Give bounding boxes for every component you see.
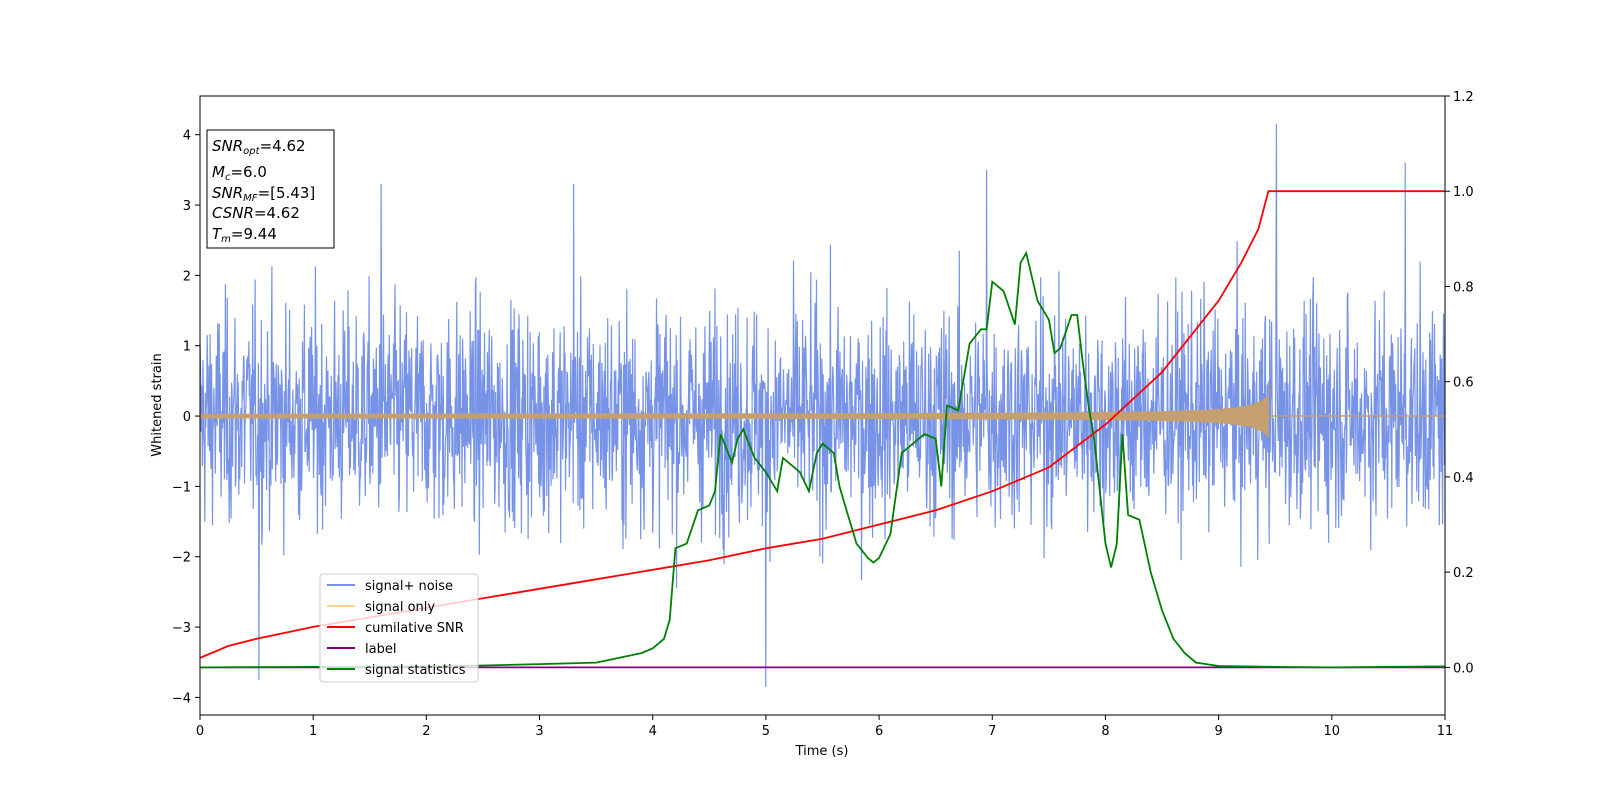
x-tick-label: 9 [1214,724,1222,739]
y-tick-label: −3 [172,621,191,636]
y-tick-label: −1 [172,480,191,495]
legend-frame [319,573,479,683]
x-tick-label: 6 [875,724,883,739]
x-tick-label: 4 [649,724,657,739]
y-axis-label: Whitened strain [150,353,165,456]
y2-tick-label: 0.8 [1453,280,1474,295]
y-tick-label: 1 [183,340,191,355]
x-tick-label: 0 [196,724,204,739]
info-mc: Mc=6.0 [212,163,267,183]
y2-tick-label: 0.2 [1453,566,1474,581]
y-tick-label: 2 [183,269,191,284]
x-tick-label: 8 [1101,724,1109,739]
x-tick-label: 3 [535,724,543,739]
y2-tick-label: 0.0 [1453,661,1474,676]
y-tick-label: −4 [172,691,191,706]
legend-label-signal-only: signal only [365,600,435,615]
y-axis-right: 1.2 1.0 0.8 0.6 0.4 0.2 0.0 [1445,90,1474,676]
x-tick-label: 5 [762,724,770,739]
x-tick-label: 1 [309,724,317,739]
info-snr-mf: SNRMF=[5.43] [212,184,315,204]
y2-tick-label: 1.0 [1453,185,1474,200]
y-tick-label: 0 [183,410,191,425]
info-box: SNRopt=4.62 Mc=6.0 SNRMF=[5.43] CSNR=4.6… [206,129,335,249]
y2-tick-label: 0.6 [1453,376,1474,391]
legend: signal+ noise signal only cumilative SNR… [319,573,479,683]
y-tick-label: −2 [172,551,191,566]
series-signal-noise [200,124,1445,687]
x-tick-label: 2 [422,724,430,739]
y2-tick-label: 0.4 [1453,471,1474,486]
y-tick-label: 4 [183,129,191,144]
y-tick-label: 3 [183,199,191,214]
info-snr-opt: SNRopt=4.62 [212,137,306,157]
info-box-frame [206,129,335,249]
y-axis-left: 4 3 2 1 0 −1 −2 −3 −4 [172,129,200,706]
series-signal-statistics [200,250,1445,669]
info-csnr: CSNR=4.62 [212,204,300,222]
plot-frame [199,95,1446,716]
legend-label-signal-noise: signal+ noise [365,579,453,594]
y2-tick-label: 1.2 [1453,90,1474,105]
legend-label-label: label [365,642,396,657]
legend-label-cumulative-snr: cumilative SNR [365,621,464,636]
info-tm: Tm=9.44 [212,225,277,245]
x-tick-label: 11 [1437,724,1454,739]
series-signal-only [200,380,1269,438]
x-axis-label: Time (s) [795,744,849,759]
x-axis: 0 1 2 3 4 5 6 7 8 9 10 11 [196,715,1453,739]
legend-label-signal-statistics: signal statistics [365,663,466,678]
x-tick-label: 7 [988,724,996,739]
x-tick-label: 10 [1324,724,1341,739]
